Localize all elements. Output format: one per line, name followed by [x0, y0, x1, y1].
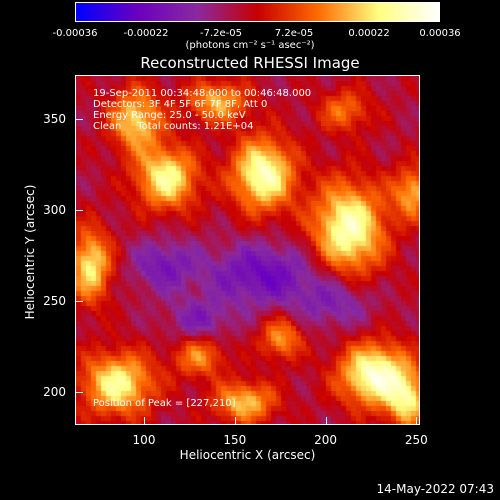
info-detectors: Detectors: 3F 4F 5F 6F 7F 8F, Att 0 — [93, 99, 268, 110]
colorbar-tick-label: -0.00036 — [52, 28, 98, 39]
y-tick-mark — [75, 301, 83, 303]
info-peak-position: Position of Peak = [227,210] — [93, 398, 236, 409]
footer-date: 14-May-2022 07:43 — [376, 482, 494, 496]
y-axis-label: Heliocentric Y (arcsec) — [23, 184, 37, 320]
x-tick-mark — [234, 417, 236, 425]
colorbar-tick-label: 0.00036 — [419, 28, 461, 39]
colorbar-tick-label: -0.00022 — [123, 28, 169, 39]
x-tick-label: 150 — [223, 433, 247, 447]
colorbar-tick-label: -7.2e-05 — [200, 28, 242, 39]
info-energy-range: Energy Range: 25.0 - 50.0 keV — [93, 110, 246, 121]
y-tick-mark — [75, 118, 83, 120]
info-time-range: 19-Sep-2011 00:34:48.000 to 00:46:48.000 — [93, 88, 312, 99]
x-axis-label: Heliocentric X (arcsec) — [179, 448, 316, 462]
info-clean-counts: Clean Total counts: 1.21E+04 — [93, 121, 254, 132]
colorbar-tick-label: 7.2e-05 — [274, 28, 314, 39]
y-tick-label: 300 — [43, 202, 66, 217]
heatmap-plot-area — [75, 75, 420, 425]
x-tick-label: 250 — [404, 433, 428, 447]
y-tick-mark — [75, 209, 83, 211]
y-tick-label: 350 — [43, 111, 66, 126]
colorbar — [75, 2, 440, 22]
x-tick-mark — [325, 417, 327, 425]
heatmap-image — [76, 76, 419, 424]
x-tick-label: 100 — [132, 433, 156, 447]
x-tick-label: 200 — [314, 433, 338, 447]
x-tick-mark — [144, 417, 145, 425]
colorbar-unit-label: (photons cm⁻² s⁻¹ asec⁻²) — [185, 40, 315, 51]
x-tick-mark — [416, 417, 418, 425]
y-tick-label: 250 — [43, 294, 66, 309]
y-tick-label: 200 — [43, 385, 66, 400]
y-tick-mark — [75, 392, 83, 394]
colorbar-tick-label: 0.00022 — [348, 28, 390, 39]
chart-title: Reconstructed RHESSI Image — [140, 54, 360, 72]
